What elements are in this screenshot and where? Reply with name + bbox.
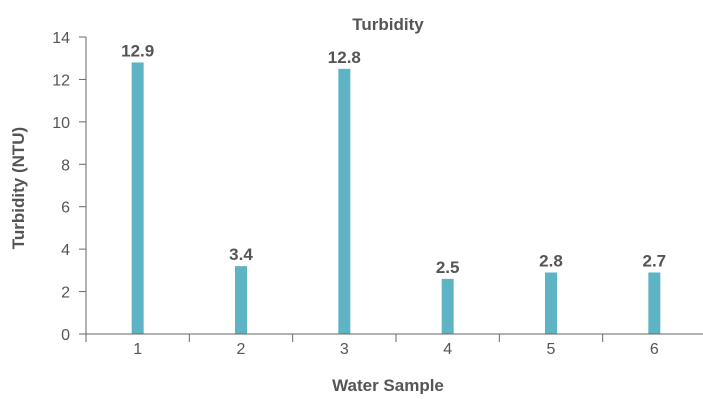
x-tick-label: 6: [650, 341, 659, 358]
x-tick-label: 4: [443, 341, 452, 358]
bar-value-label: 2.7: [643, 251, 667, 270]
chart-title: Turbidity: [352, 15, 424, 34]
y-tick-label: 14: [52, 30, 70, 47]
y-axis-title: Turbidity (NTU): [9, 127, 28, 249]
bar-value-label: 2.8: [539, 251, 563, 270]
x-axis-ticks: 1 2 3 4 5 6: [85, 334, 659, 358]
bar-value-label: 2.5: [436, 258, 460, 277]
y-tick-label: 6: [61, 200, 70, 217]
y-axis-ticks: 0 2 4 6 8 10 12 14: [52, 30, 86, 344]
y-tick-label: 12: [52, 72, 70, 89]
bar: [545, 272, 557, 334]
x-tick-label: 5: [547, 341, 556, 358]
bar: [235, 266, 247, 334]
bar: [648, 272, 661, 334]
y-tick-label: 4: [61, 242, 70, 259]
data-labels: 12.9 3.4 12.8 2.5 2.8 2.7: [121, 41, 666, 276]
x-tick-label: 2: [237, 341, 246, 358]
y-tick-label: 8: [61, 157, 70, 174]
y-tick-label: 10: [52, 115, 70, 132]
y-tick-label: 2: [61, 285, 70, 302]
x-tick-label: 1: [133, 341, 142, 358]
bar: [441, 278, 454, 334]
bar-value-label: 12.8: [328, 48, 361, 67]
x-tick-label: 3: [340, 341, 349, 358]
bar: [338, 68, 351, 335]
bar-value-label: 12.9: [121, 41, 154, 60]
x-axis-title: Water Sample: [332, 376, 444, 394]
y-tick-label: 0: [61, 327, 70, 344]
bars: [131, 62, 661, 335]
bar: [131, 62, 144, 334]
bar-value-label: 3.4: [229, 245, 253, 264]
